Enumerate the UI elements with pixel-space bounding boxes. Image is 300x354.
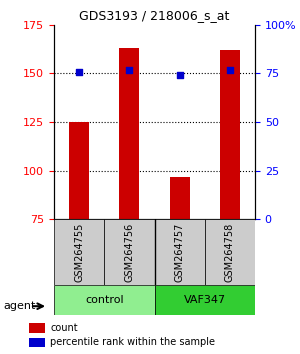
Title: GDS3193 / 218006_s_at: GDS3193 / 218006_s_at	[79, 9, 230, 22]
Text: control: control	[85, 295, 124, 305]
FancyBboxPatch shape	[104, 219, 154, 285]
Text: GSM264758: GSM264758	[225, 223, 235, 282]
Text: count: count	[50, 323, 78, 333]
FancyBboxPatch shape	[154, 219, 205, 285]
Point	[127, 67, 132, 72]
FancyBboxPatch shape	[154, 285, 255, 315]
FancyBboxPatch shape	[54, 285, 154, 315]
Bar	[69, 122, 89, 219]
Text: GSM264755: GSM264755	[74, 223, 84, 282]
Point	[77, 69, 82, 74]
Point	[227, 67, 232, 72]
Text: GSM264756: GSM264756	[124, 223, 134, 282]
Point	[177, 73, 182, 78]
FancyBboxPatch shape	[54, 219, 104, 285]
FancyBboxPatch shape	[205, 219, 255, 285]
Text: percentile rank within the sample: percentile rank within the sample	[50, 337, 215, 348]
Bar	[220, 50, 240, 219]
Bar	[28, 338, 45, 347]
Text: GSM264757: GSM264757	[175, 223, 184, 282]
Bar	[28, 324, 45, 333]
Text: agent: agent	[3, 301, 35, 311]
Bar	[119, 48, 140, 219]
Text: VAF347: VAF347	[184, 295, 226, 305]
Bar	[169, 177, 190, 219]
